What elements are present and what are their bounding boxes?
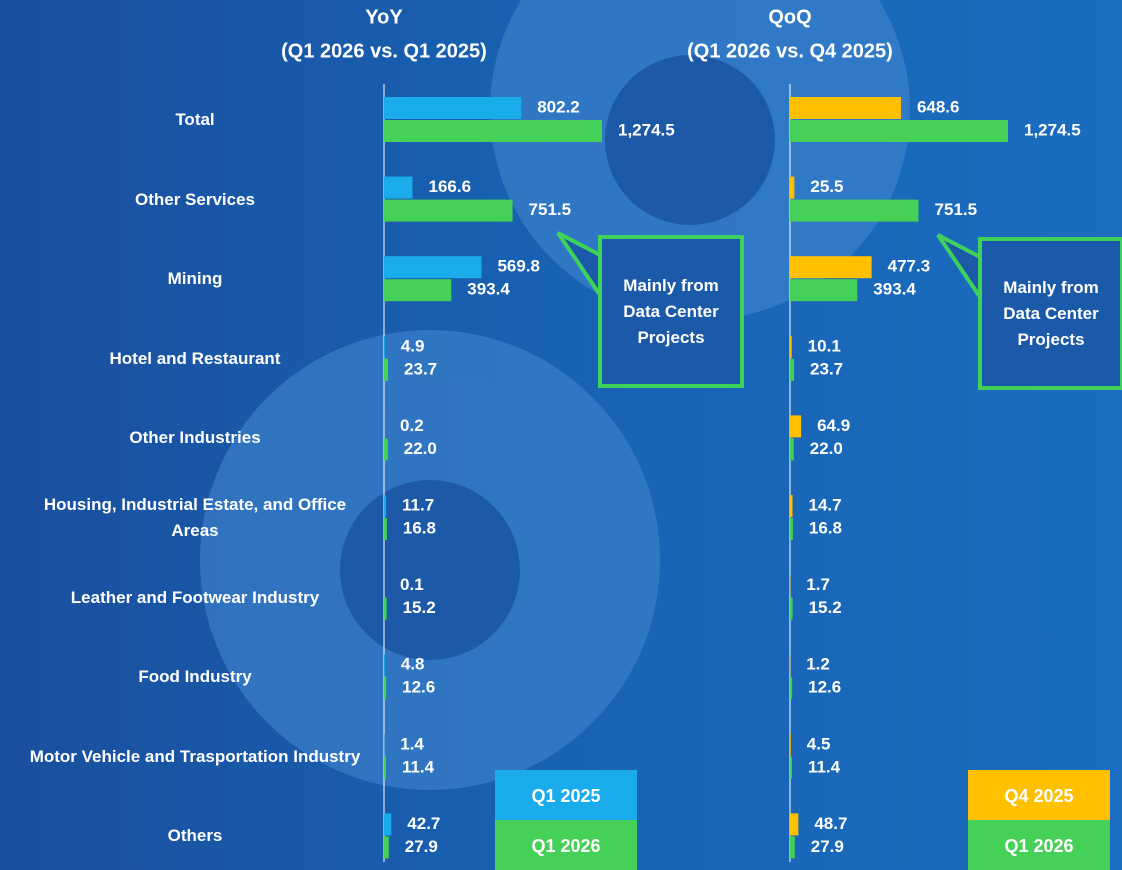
value-label: 11.4 bbox=[808, 757, 841, 776]
bar bbox=[384, 598, 387, 620]
legend-label: Q1 2026 bbox=[1004, 836, 1073, 856]
bar bbox=[790, 734, 791, 756]
value-label: 14.7 bbox=[809, 495, 842, 514]
value-label: 1.4 bbox=[400, 734, 424, 753]
bar bbox=[790, 836, 795, 858]
annotation: Mainly from Data Center Projects bbox=[598, 235, 744, 388]
bar bbox=[384, 495, 386, 517]
legend-label: Q4 2025 bbox=[1004, 786, 1073, 806]
value-label: 4.9 bbox=[401, 336, 425, 355]
value-label: 12.6 bbox=[808, 678, 841, 697]
bar bbox=[790, 598, 793, 620]
value-label: 0.2 bbox=[400, 416, 424, 435]
value-label: 4.8 bbox=[401, 655, 425, 674]
chart-title: QoQ bbox=[768, 6, 811, 28]
bar bbox=[790, 120, 1008, 142]
value-label: 1,274.5 bbox=[1024, 120, 1081, 139]
chart-subtitle: (Q1 2026 vs. Q4 2025) bbox=[687, 40, 893, 62]
value-label: 48.7 bbox=[814, 814, 847, 833]
bar bbox=[384, 97, 521, 119]
bar bbox=[384, 677, 386, 699]
value-label: 42.7 bbox=[407, 814, 440, 833]
value-label: 16.8 bbox=[809, 518, 842, 537]
category-label: Housing, Industrial Estate, and Office A… bbox=[25, 492, 365, 544]
value-label: 569.8 bbox=[497, 257, 540, 276]
category-label: Total bbox=[25, 107, 365, 133]
value-label: 802.2 bbox=[537, 97, 580, 116]
bar bbox=[790, 279, 857, 301]
bar bbox=[384, 200, 513, 222]
value-label: 751.5 bbox=[935, 200, 978, 219]
value-label: 16.8 bbox=[403, 518, 436, 537]
value-label: 27.9 bbox=[811, 837, 844, 856]
bar bbox=[384, 518, 387, 540]
value-label: 10.1 bbox=[808, 336, 841, 355]
bar bbox=[384, 336, 385, 358]
value-label: 27.9 bbox=[405, 837, 438, 856]
bar bbox=[384, 359, 388, 381]
value-label: 4.5 bbox=[807, 734, 831, 753]
bar bbox=[790, 200, 919, 222]
category-label: Mining bbox=[25, 266, 365, 292]
callout-pointer bbox=[938, 235, 980, 297]
value-label: 22.0 bbox=[404, 439, 437, 458]
bar bbox=[790, 438, 794, 460]
legend-label: Q1 2026 bbox=[531, 836, 600, 856]
bar bbox=[384, 120, 602, 142]
value-label: 15.2 bbox=[809, 598, 842, 617]
bar bbox=[790, 757, 792, 779]
page: YoY (Q1 2026 vs. Q1 2025) 802.2 166.6 569.8 4… bbox=[0, 0, 1122, 870]
value-label: 23.7 bbox=[810, 359, 843, 378]
value-label: 11.7 bbox=[402, 495, 434, 514]
category-label: Other Industries bbox=[25, 425, 365, 451]
bar bbox=[790, 336, 792, 358]
bar bbox=[790, 677, 792, 699]
bar bbox=[790, 518, 793, 540]
bar bbox=[790, 495, 793, 517]
bar bbox=[790, 359, 794, 381]
value-label: 648.6 bbox=[917, 97, 960, 116]
bar bbox=[384, 256, 481, 278]
value-label: 1,274.5 bbox=[618, 120, 675, 139]
bar bbox=[790, 97, 901, 119]
bar bbox=[790, 415, 801, 437]
value-label: 751.5 bbox=[529, 200, 572, 219]
chart-title: YoY bbox=[365, 6, 403, 28]
category-label: Hotel and Restaurant bbox=[25, 346, 365, 372]
bar bbox=[384, 813, 391, 835]
category-label: Leather and Footwear Industry bbox=[25, 585, 365, 611]
value-label: 477.3 bbox=[888, 257, 931, 276]
bar bbox=[384, 836, 389, 858]
category-label: Other Services bbox=[25, 187, 365, 213]
value-label: 15.2 bbox=[403, 598, 436, 617]
bar bbox=[384, 438, 388, 460]
bar bbox=[384, 654, 385, 676]
value-label: 393.4 bbox=[467, 280, 510, 299]
value-label: 393.4 bbox=[873, 280, 916, 299]
bar bbox=[384, 757, 386, 779]
value-label: 1.7 bbox=[806, 575, 830, 594]
value-label: 11.4 bbox=[402, 757, 435, 776]
category-label: Others bbox=[25, 823, 365, 849]
annotation: Mainly from Data Center Projects bbox=[978, 237, 1122, 390]
legend-label: Q1 2025 bbox=[531, 786, 600, 806]
category-label: Motor Vehicle and Trasportation Industry bbox=[25, 744, 365, 770]
value-label: 1.2 bbox=[806, 655, 830, 674]
value-label: 64.9 bbox=[817, 416, 850, 435]
bar bbox=[384, 279, 451, 301]
value-label: 22.0 bbox=[810, 439, 843, 458]
bar bbox=[384, 177, 412, 199]
bar bbox=[790, 177, 794, 199]
value-label: 25.5 bbox=[810, 177, 843, 196]
value-label: 0.1 bbox=[400, 575, 424, 594]
value-label: 12.6 bbox=[402, 678, 435, 697]
value-label: 23.7 bbox=[404, 359, 437, 378]
chart-subtitle: (Q1 2026 vs. Q1 2025) bbox=[281, 40, 487, 62]
bar bbox=[790, 813, 798, 835]
bar bbox=[790, 256, 872, 278]
value-label: 166.6 bbox=[428, 177, 471, 196]
category-label: Food Industry bbox=[25, 664, 365, 690]
